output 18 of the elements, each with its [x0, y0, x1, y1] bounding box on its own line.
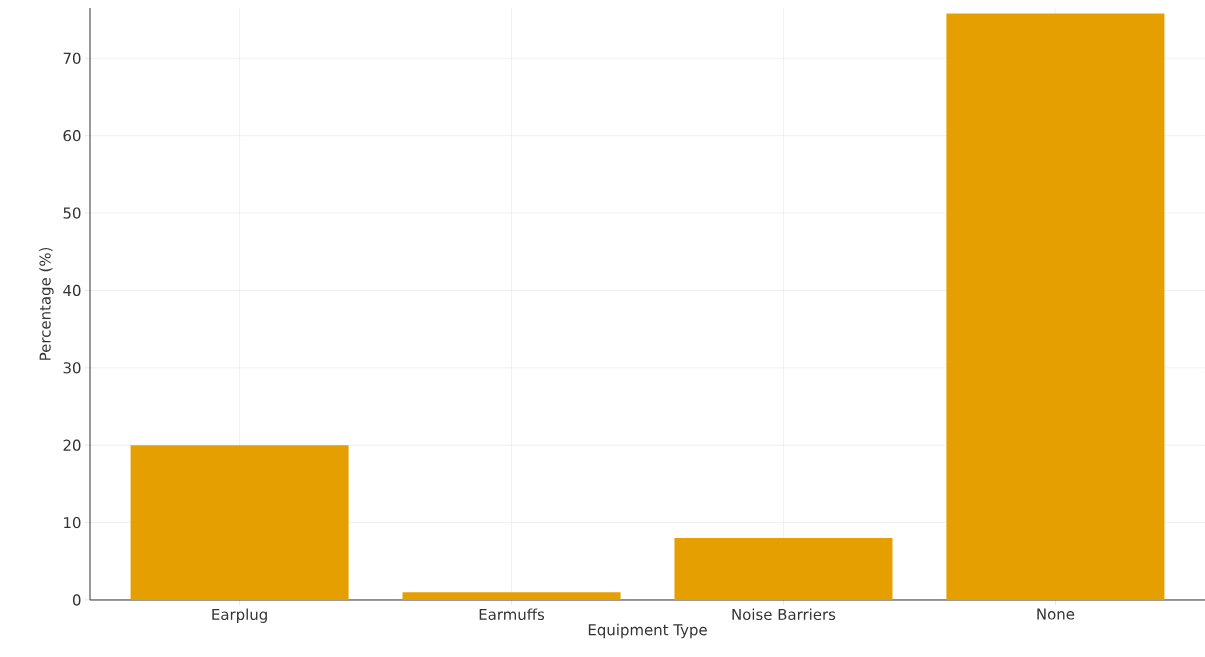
y-tick-label: 60 — [63, 130, 81, 142]
y-tick-label: 40 — [63, 284, 81, 297]
x-tick-label: Noise Barriers — [732, 608, 836, 621]
y-tick-label: 10 — [64, 516, 81, 529]
x-tick-label: Earplug — [212, 608, 267, 623]
y-tick-label: 30 — [63, 362, 81, 374]
bar — [402, 592, 621, 600]
x-tick-label: None — [1037, 608, 1075, 620]
x-tick-label: Earmuffs — [479, 608, 545, 621]
y-tick-label: 20 — [63, 439, 81, 451]
y-tick-label: 50 — [63, 207, 81, 219]
bar — [946, 13, 1165, 600]
y-axis-title: Percentage (%) — [39, 247, 54, 360]
x-axis-title: Equipment Type — [588, 623, 707, 639]
y-tick-label: 70 — [63, 52, 81, 64]
y-tick-label: 0 — [72, 594, 81, 606]
bar — [130, 445, 349, 600]
bar — [674, 538, 893, 600]
